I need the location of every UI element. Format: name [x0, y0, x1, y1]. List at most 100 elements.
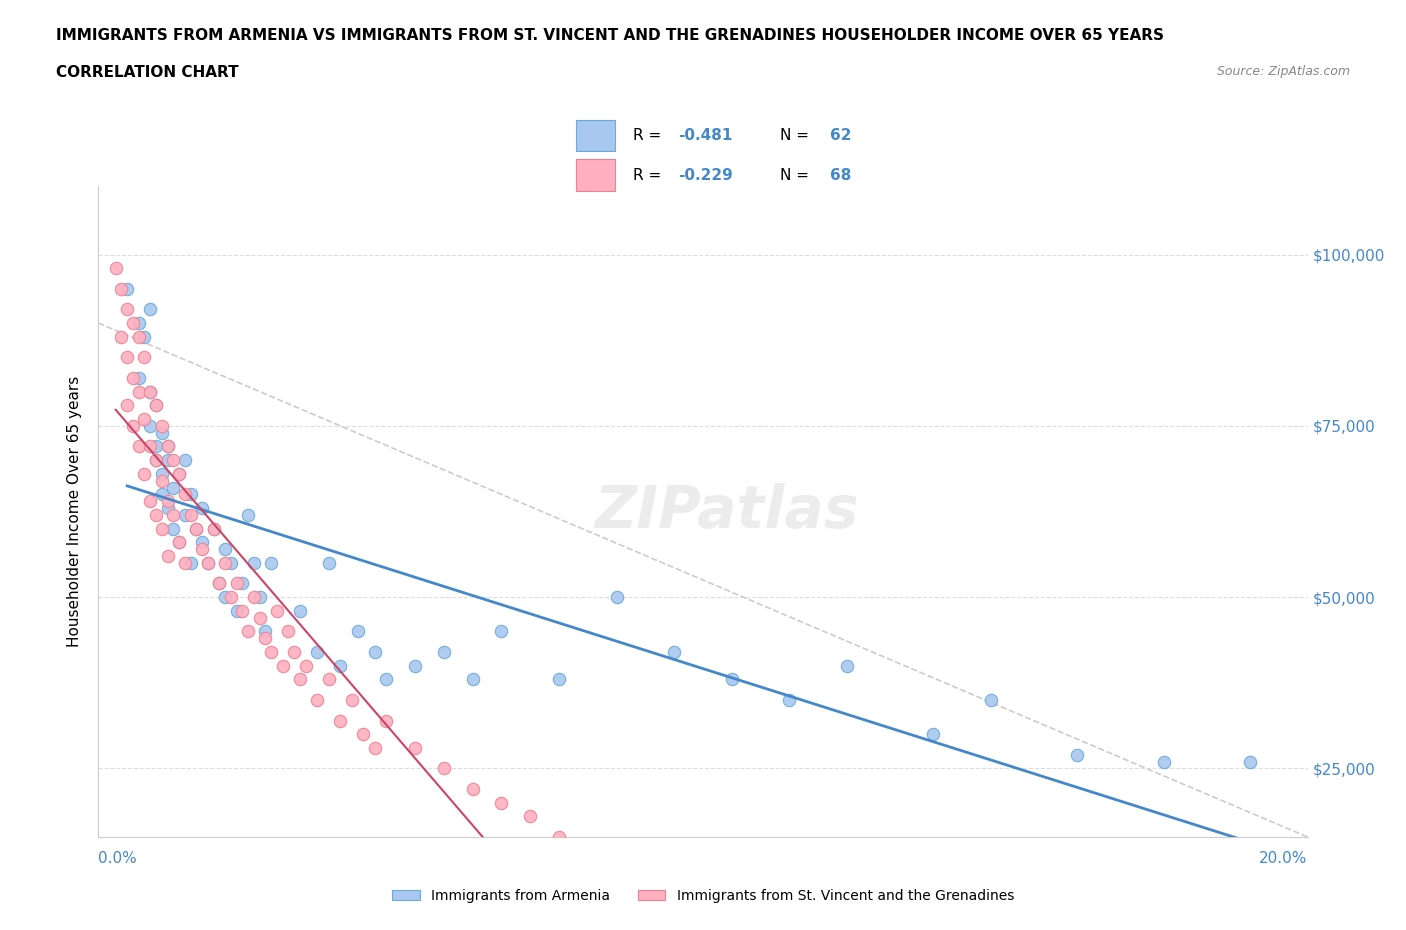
Point [156, 549, 179, 564]
Point [139, 418, 162, 433]
Point [664, 644, 686, 659]
Point [134, 329, 156, 344]
Point [156, 439, 179, 454]
Point [156, 439, 179, 454]
Text: -0.481: -0.481 [678, 128, 733, 143]
Point [307, 644, 329, 659]
Point [214, 590, 236, 604]
FancyBboxPatch shape [576, 159, 616, 192]
Y-axis label: Householder Income Over 65 years: Householder Income Over 65 years [67, 376, 83, 647]
Point [173, 487, 195, 502]
Point [288, 672, 311, 687]
Point [243, 555, 266, 570]
Point [352, 726, 374, 741]
Legend: Immigrants from Armenia, Immigrants from St. Vincent and the Grenadines: Immigrants from Armenia, Immigrants from… [387, 884, 1019, 909]
Point [191, 535, 214, 550]
Point [922, 726, 945, 741]
Point [548, 672, 571, 687]
Point [461, 781, 484, 796]
Point [329, 658, 352, 673]
Point [606, 590, 628, 604]
Point [243, 590, 266, 604]
Point [104, 260, 127, 275]
Point [128, 384, 150, 399]
Text: R =: R = [633, 128, 666, 143]
Text: R =: R = [633, 167, 666, 182]
Point [1153, 754, 1175, 769]
Text: CORRELATION CHART: CORRELATION CHART [56, 65, 239, 80]
Point [271, 658, 294, 673]
Point [162, 453, 184, 468]
Point [186, 521, 208, 536]
Point [318, 672, 340, 687]
Point [145, 398, 167, 413]
Point [375, 713, 398, 728]
Point [156, 500, 179, 515]
Point [110, 329, 132, 344]
Point [364, 740, 387, 755]
Point [346, 624, 368, 639]
Point [219, 555, 242, 570]
Point [202, 521, 225, 536]
Text: N =: N = [780, 128, 814, 143]
Point [162, 508, 184, 523]
FancyBboxPatch shape [576, 120, 616, 152]
Point [134, 466, 156, 481]
Point [208, 576, 231, 591]
Text: ZIPatlas: ZIPatlas [595, 483, 859, 540]
Point [180, 508, 202, 523]
Point [307, 693, 329, 708]
Text: 62: 62 [830, 128, 851, 143]
Point [167, 466, 190, 481]
Point [329, 713, 352, 728]
Point [249, 590, 271, 604]
Point [122, 418, 145, 433]
Point [835, 658, 858, 673]
Point [167, 535, 190, 550]
Point [156, 453, 179, 468]
Point [145, 453, 167, 468]
Text: IMMIGRANTS FROM ARMENIA VS IMMIGRANTS FROM ST. VINCENT AND THE GRENADINES HOUSEH: IMMIGRANTS FROM ARMENIA VS IMMIGRANTS FR… [56, 28, 1164, 43]
Point [128, 329, 150, 344]
Point [139, 302, 162, 317]
Point [720, 672, 742, 687]
Point [139, 439, 162, 454]
Point [191, 500, 214, 515]
Point [180, 487, 202, 502]
Point [122, 315, 145, 330]
Point [433, 761, 456, 776]
Point [115, 282, 138, 297]
Point [110, 282, 132, 297]
Point [778, 693, 800, 708]
Point [260, 644, 283, 659]
Point [404, 658, 426, 673]
Point [461, 672, 484, 687]
Text: 0.0%: 0.0% [98, 851, 138, 866]
Point [491, 624, 513, 639]
Point [128, 315, 150, 330]
Point [128, 370, 150, 385]
Point [364, 644, 387, 659]
Point [162, 521, 184, 536]
Point [236, 624, 259, 639]
Point [173, 555, 195, 570]
Text: Source: ZipAtlas.com: Source: ZipAtlas.com [1216, 65, 1350, 78]
Point [254, 631, 277, 645]
Point [519, 809, 541, 824]
Point [214, 542, 236, 557]
Point [150, 466, 173, 481]
Point [225, 604, 247, 618]
Point [214, 555, 236, 570]
Point [139, 494, 162, 509]
Point [294, 658, 316, 673]
Point [191, 542, 214, 557]
Text: N =: N = [780, 167, 814, 182]
Point [150, 473, 173, 488]
Point [576, 850, 599, 865]
Point [167, 466, 190, 481]
Point [491, 795, 513, 810]
Point [150, 487, 173, 502]
Point [173, 453, 195, 468]
Point [277, 624, 299, 639]
Point [318, 555, 340, 570]
